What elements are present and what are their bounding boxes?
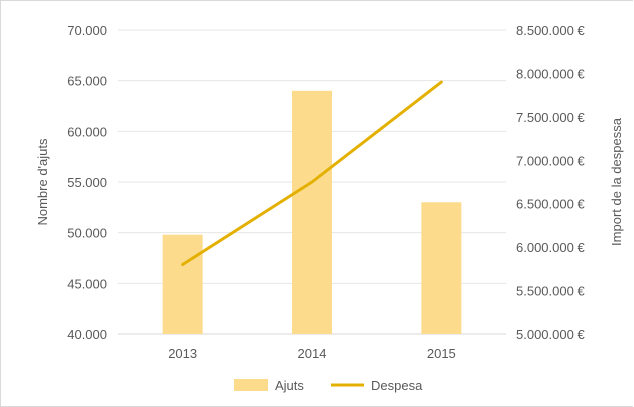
bar-2014	[292, 90, 332, 334]
legend-swatch-ajuts	[234, 379, 268, 391]
y-right-tick-label: 5.500.000 €	[516, 284, 585, 299]
x-tick-label: 2014	[298, 346, 327, 361]
x-tick-label: 2015	[427, 346, 456, 361]
y-left-tick-label: 40.000	[67, 327, 107, 342]
x-tick-label: 2013	[168, 346, 197, 361]
y-left-tick-label: 45.000	[67, 276, 107, 291]
y-right-tick-label: 8.500.000 €	[516, 23, 585, 38]
y-left-axis-title: Nombre d'ajuts	[35, 138, 50, 226]
legend-label-ajuts: Ajuts	[275, 378, 304, 393]
bar-2013	[162, 234, 203, 334]
y-right-axis-title: Import de la despessa	[609, 117, 624, 246]
legend-label-despesa: Despesa	[371, 378, 423, 393]
y-right-tick-label: 7.000.000 €	[516, 153, 585, 168]
y-left-tick-label: 55.000	[67, 175, 107, 190]
y-right-tick-label: 5.000.000 €	[516, 327, 585, 342]
y-right-tick-label: 6.500.000 €	[516, 197, 585, 212]
line-despesa	[181, 80, 443, 267]
y-left-tick-label: 60.000	[67, 124, 107, 139]
bar-2015	[421, 202, 462, 334]
y-right-tick-label: 6.000.000 €	[516, 240, 585, 255]
y-left-tick-label: 50.000	[67, 226, 107, 241]
y-right-tick-label: 8.000.000 €	[516, 66, 585, 81]
y-left-tick-label: 70.000	[67, 23, 107, 38]
y-right-tick-label: 7.500.000 €	[516, 110, 585, 125]
y-left-tick-label: 65.000	[67, 74, 107, 89]
